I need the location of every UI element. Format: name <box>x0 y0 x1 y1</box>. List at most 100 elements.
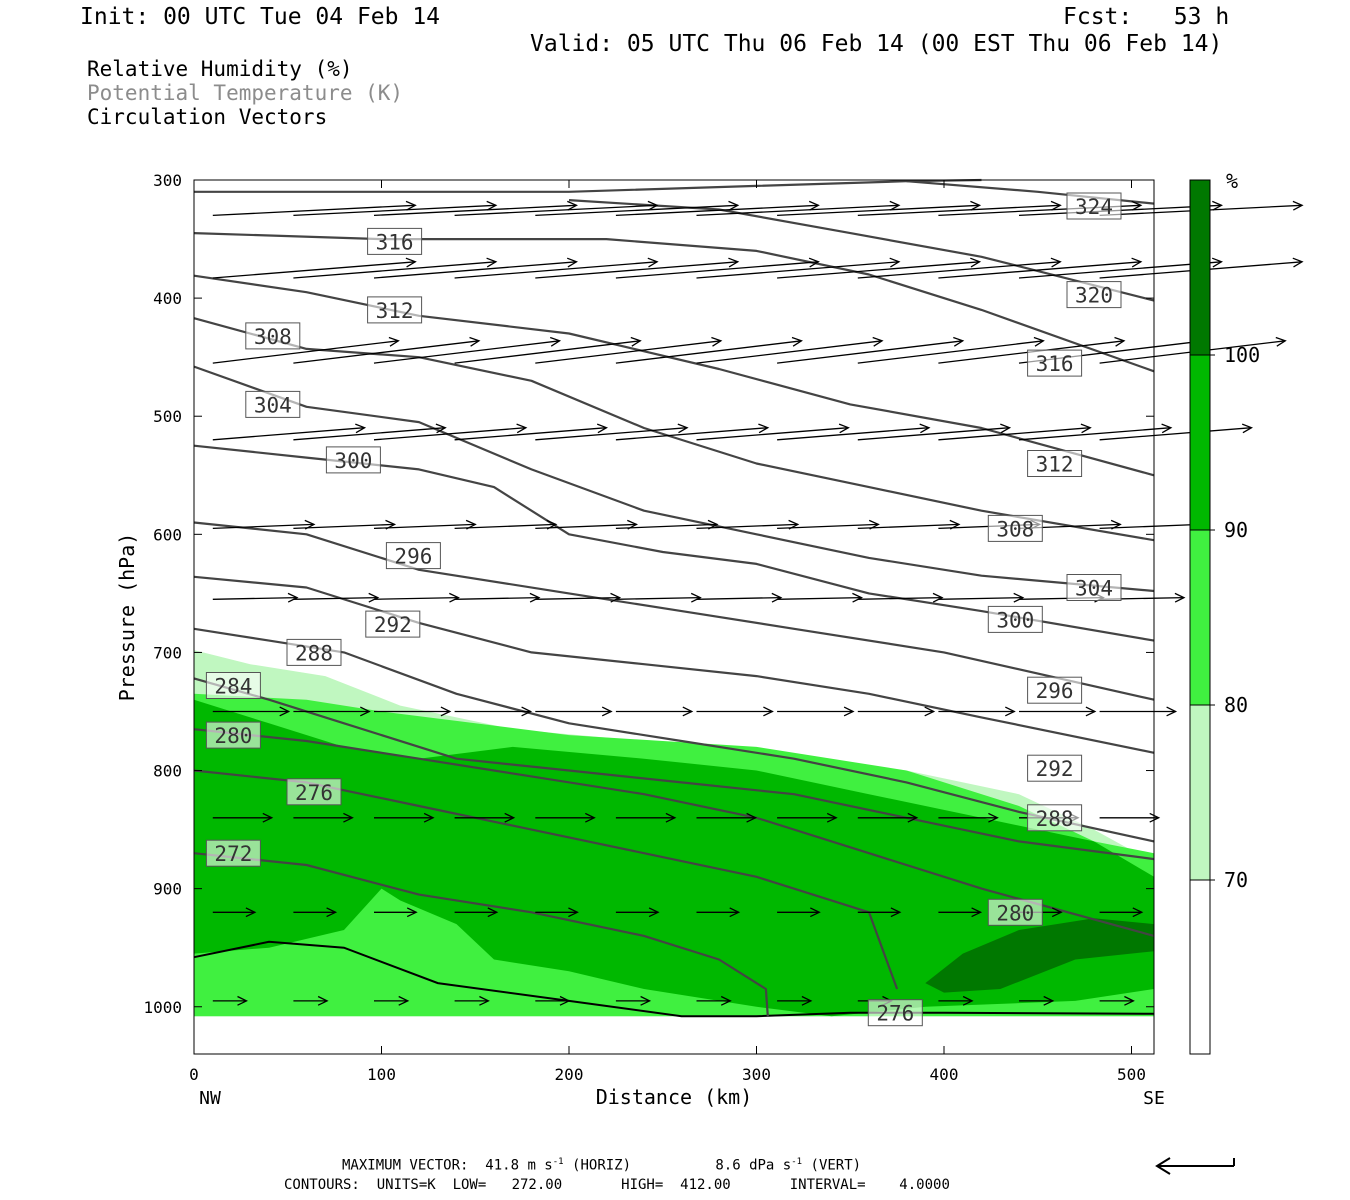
vector-shaft <box>212 261 416 279</box>
vector-head <box>469 336 481 347</box>
max-vector-label: MAXIMUM VECTOR: <box>342 1157 469 1174</box>
vector-shaft <box>696 261 900 279</box>
colorbar-segment <box>1190 355 1210 530</box>
vector-arrow <box>293 812 354 823</box>
vert-unit: dPa s <box>749 1157 792 1174</box>
contour-label-box <box>1027 349 1083 377</box>
vector-head <box>810 907 821 918</box>
contour-label-box <box>1027 450 1083 477</box>
vector-head <box>889 257 901 268</box>
vector-head <box>932 592 944 603</box>
vector-head <box>423 812 435 823</box>
contour-label-276: 276 <box>286 778 342 806</box>
colorbar-frame <box>1189 179 1211 1055</box>
vector-arrow <box>293 995 329 1006</box>
vector-shaft <box>212 427 365 441</box>
vector-head <box>758 423 770 434</box>
colorbar: 70 80 90 100 <box>1189 179 1260 1055</box>
vector-arrow <box>212 907 257 918</box>
vector-shaft <box>535 261 738 279</box>
vector-shaft <box>373 204 577 217</box>
vector-head <box>907 812 919 823</box>
vector-head <box>872 336 884 347</box>
vector-head <box>398 995 410 1006</box>
vector-arrow <box>535 995 571 1006</box>
theta-contour-320 <box>568 199 1155 302</box>
vector-shaft <box>696 523 798 530</box>
vector-arrow <box>777 200 982 217</box>
vector-arrow <box>212 200 417 217</box>
vector-head <box>648 907 660 918</box>
vector-head <box>1166 706 1178 717</box>
contour-label-292: 292 <box>1027 754 1083 782</box>
vector-head <box>728 257 740 268</box>
contour-label-text: 296 <box>1036 679 1074 703</box>
vector-shaft <box>777 204 980 217</box>
vector-arrow <box>454 257 659 279</box>
vector-arrow <box>535 423 689 441</box>
vector-arrow <box>615 907 660 918</box>
vector-arrow <box>374 706 452 717</box>
vector-arrow <box>777 257 982 279</box>
vector-head <box>1050 200 1062 211</box>
vector-head <box>237 995 248 1006</box>
reference-vector-arrow <box>1155 1157 1235 1175</box>
vector-arrow <box>1019 995 1055 1006</box>
contour-label-text: 316 <box>1036 352 1074 376</box>
vector-head <box>971 907 983 918</box>
vector-head <box>317 995 329 1006</box>
vector-shaft <box>454 340 641 364</box>
theta-contour-324 <box>194 178 982 193</box>
contour-label-text: 272 <box>214 842 252 866</box>
vector-arrow <box>696 423 850 441</box>
vector-head <box>596 423 608 434</box>
vector-head <box>970 200 982 211</box>
vector-arrow <box>535 907 579 918</box>
contour-label-284: 284 <box>205 672 261 699</box>
vector-shaft <box>777 596 862 600</box>
vector-arrow <box>777 423 931 441</box>
contour-label-276: 276 <box>867 999 923 1027</box>
colorbar-unit: % <box>1226 169 1238 193</box>
vector-shaft <box>454 427 607 441</box>
vector-head <box>406 907 418 918</box>
theta-contour-312 <box>193 274 1155 477</box>
vector-arrow <box>535 257 740 279</box>
vector-shaft <box>293 596 378 600</box>
contour-label-312: 312 <box>367 296 423 324</box>
vector-head <box>585 812 596 823</box>
vector-head <box>729 907 741 918</box>
contour-label-box <box>1066 281 1122 309</box>
vector-head <box>924 706 936 717</box>
x-end-left-label: NW <box>199 1088 221 1109</box>
vector-head <box>970 257 982 268</box>
contour-label-300: 300 <box>325 446 381 474</box>
vector-arrow <box>373 592 460 603</box>
vector-head <box>1241 423 1253 434</box>
vector-arrow <box>777 592 863 603</box>
vector-arrow <box>212 257 417 279</box>
vector-head <box>801 995 813 1006</box>
contour-label-text: 276 <box>295 781 333 805</box>
contour-label-box <box>987 898 1043 926</box>
vector-shaft <box>777 340 963 364</box>
vector-arrow <box>1018 423 1173 441</box>
vector-shaft <box>696 204 900 217</box>
vector-arrow <box>454 592 541 603</box>
vector-shaft <box>212 340 399 364</box>
vector-head <box>1131 200 1143 211</box>
vector-shaft <box>454 261 658 279</box>
vector-arrow <box>696 907 741 918</box>
vector-head <box>962 995 974 1006</box>
vector-arrow <box>615 995 652 1006</box>
vector-shaft <box>293 340 480 364</box>
vector-head <box>368 592 380 603</box>
vector-head <box>504 812 516 823</box>
vector-shaft <box>1018 427 1171 441</box>
vector-shaft <box>1099 427 1252 441</box>
vector-arrow <box>857 706 936 717</box>
vector-head <box>355 423 367 434</box>
vector-arrow <box>615 423 770 441</box>
vector-arrow <box>1019 706 1097 717</box>
vector-shaft <box>615 340 802 364</box>
